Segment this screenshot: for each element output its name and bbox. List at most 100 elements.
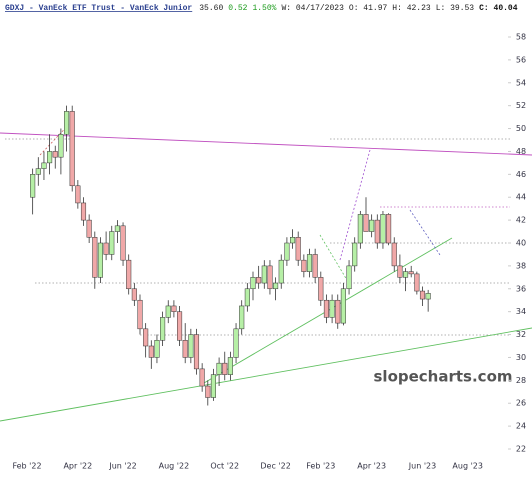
trend-line bbox=[0, 327, 532, 422]
candle-body bbox=[290, 237, 296, 244]
x-tick-label: Aug '23 bbox=[452, 462, 483, 471]
candle-body bbox=[239, 305, 245, 330]
x-tick-label: Dec '22 bbox=[260, 462, 290, 471]
candle-body bbox=[35, 168, 41, 175]
candle-body bbox=[397, 265, 403, 278]
x-tick-label: Apr '23 bbox=[357, 462, 386, 471]
candle-body bbox=[391, 242, 397, 267]
candle-body bbox=[329, 299, 335, 318]
candle-body bbox=[323, 299, 329, 318]
x-tick-label: Aug '22 bbox=[159, 462, 190, 471]
candle-body bbox=[160, 317, 166, 341]
candle-body bbox=[64, 111, 70, 135]
candle-body bbox=[92, 237, 98, 278]
quote-info: O: 41.97 bbox=[349, 4, 388, 13]
candle-body bbox=[188, 334, 194, 358]
candle-body bbox=[227, 357, 233, 375]
y-tick-label: 34 bbox=[516, 307, 526, 316]
candle-body bbox=[380, 214, 386, 244]
candle-body bbox=[86, 219, 92, 238]
candle-body bbox=[414, 273, 420, 292]
y-tick-label: 58 bbox=[516, 33, 526, 42]
y-tick-label: 32 bbox=[516, 330, 526, 339]
candle-body bbox=[369, 219, 375, 232]
candle-body bbox=[284, 242, 290, 261]
y-tick-label: 40 bbox=[516, 239, 526, 248]
candle-body bbox=[69, 111, 75, 187]
quote-info: 35.60 bbox=[199, 4, 223, 13]
y-tick-label: 24 bbox=[516, 422, 526, 431]
candle-body bbox=[148, 345, 154, 358]
candle-body bbox=[30, 174, 36, 198]
candle-body bbox=[131, 288, 137, 301]
candle-body bbox=[97, 242, 104, 278]
y-tick-label: 30 bbox=[516, 353, 526, 362]
candle-body bbox=[216, 362, 222, 375]
candle-body bbox=[47, 151, 53, 164]
y-tick-label: 48 bbox=[516, 147, 526, 156]
candle-body bbox=[182, 340, 188, 358]
y-tick-label: 26 bbox=[516, 399, 526, 408]
candle-body bbox=[52, 151, 58, 158]
candle-body bbox=[103, 242, 109, 255]
x-tick-label: Jun '22 bbox=[108, 462, 136, 471]
candle-body bbox=[352, 242, 358, 267]
candle-body bbox=[137, 299, 143, 330]
x-tick-label: Feb '22 bbox=[12, 462, 41, 471]
candle-body bbox=[210, 374, 216, 398]
quote-info: 0.52 bbox=[228, 4, 247, 13]
candle-body bbox=[312, 254, 318, 278]
quote-info: H: 42.23 bbox=[392, 4, 431, 13]
candle-body bbox=[261, 265, 267, 284]
candle-body bbox=[109, 231, 115, 255]
trend-line bbox=[339, 149, 371, 261]
candle-body bbox=[80, 202, 87, 221]
candle-body bbox=[346, 265, 352, 290]
candle-body bbox=[318, 277, 324, 301]
candle-body bbox=[120, 225, 126, 261]
trend-line bbox=[39, 117, 76, 156]
quote-info: C: 40.04 bbox=[479, 4, 518, 13]
candle-body bbox=[340, 288, 346, 324]
candle-body bbox=[41, 162, 47, 169]
x-tick-label: Oct '22 bbox=[210, 462, 239, 471]
y-tick-label: 22 bbox=[516, 445, 526, 454]
y-tick-label: 42 bbox=[516, 216, 526, 225]
watermark: slopecharts.com bbox=[374, 368, 513, 386]
candle-body bbox=[267, 265, 273, 290]
trend-line bbox=[409, 209, 441, 256]
candle-body bbox=[199, 368, 205, 387]
trend-line bbox=[0, 132, 532, 156]
y-tick-label: 52 bbox=[516, 101, 526, 110]
candle-body bbox=[126, 259, 132, 290]
y-tick-label: 38 bbox=[516, 261, 526, 270]
y-tick-label: 56 bbox=[516, 55, 526, 64]
candle-body bbox=[301, 259, 307, 272]
candle-body bbox=[363, 214, 369, 232]
candle-body bbox=[205, 385, 211, 398]
candle-body bbox=[306, 254, 313, 272]
candle-body bbox=[403, 271, 409, 278]
y-tick-label: 50 bbox=[516, 124, 526, 133]
trend-line bbox=[319, 234, 351, 286]
candle-body bbox=[256, 277, 262, 284]
y-tick-label: 46 bbox=[516, 170, 526, 179]
candle-body bbox=[143, 328, 149, 347]
candle-body bbox=[386, 214, 392, 244]
candle-body bbox=[408, 271, 414, 275]
candle-body bbox=[419, 290, 426, 300]
candle-body bbox=[177, 311, 183, 341]
quote-info: 1.50% bbox=[252, 4, 276, 13]
candle-body bbox=[193, 334, 200, 370]
candle-body bbox=[114, 225, 120, 232]
candle-body bbox=[75, 185, 81, 204]
x-tick-label: Jun '23 bbox=[408, 462, 436, 471]
candle-body bbox=[58, 134, 64, 158]
candle-body bbox=[273, 282, 279, 290]
y-tick-label: 36 bbox=[516, 284, 526, 293]
candle-body bbox=[335, 299, 341, 324]
y-tick-label: 44 bbox=[516, 193, 526, 202]
candle-body bbox=[233, 328, 239, 358]
x-tick-label: Feb '23 bbox=[306, 462, 335, 471]
